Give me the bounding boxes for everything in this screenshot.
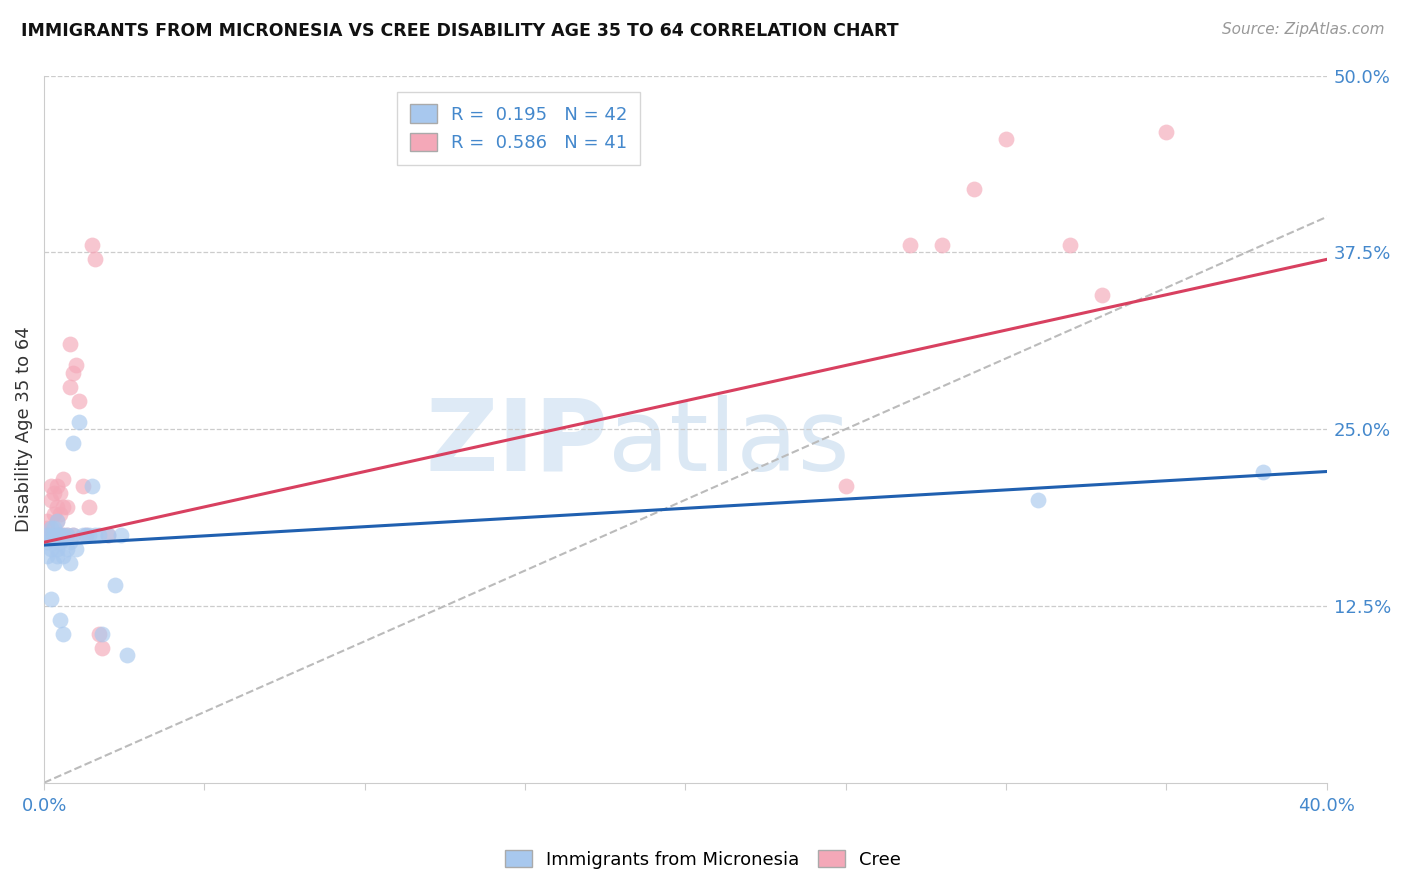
Point [52, 500, 75, 514]
Point [39, 542, 62, 557]
Point [52, 549, 75, 564]
Point [65, 359, 87, 373]
Point [75, 528, 97, 542]
Point [1156, 125, 1178, 139]
Point [37, 535, 59, 549]
Point [67, 415, 90, 429]
Text: atlas: atlas [609, 395, 851, 491]
Text: Source: ZipAtlas.com: Source: ZipAtlas.com [1222, 22, 1385, 37]
Point [49, 528, 72, 542]
Text: IMMIGRANTS FROM MICRONESIA VS CREE DISABILITY AGE 35 TO 64 CORRELATION CHART: IMMIGRANTS FROM MICRONESIA VS CREE DISAB… [21, 22, 898, 40]
Point [62, 528, 84, 542]
Point [37, 528, 59, 542]
Point [39, 521, 62, 535]
Point [49, 535, 72, 549]
Point [90, 641, 112, 656]
Point [39, 492, 62, 507]
Point [49, 507, 72, 521]
Point [62, 528, 84, 542]
Point [931, 238, 953, 252]
Point [87, 528, 110, 542]
Point [65, 542, 87, 557]
Point [42, 557, 65, 571]
Point [75, 528, 97, 542]
Point [45, 542, 67, 557]
Point [42, 521, 65, 535]
Point [84, 528, 107, 542]
Point [39, 478, 62, 492]
Point [898, 238, 921, 252]
Point [45, 514, 67, 528]
Point [52, 528, 75, 542]
Point [995, 132, 1018, 146]
Point [110, 528, 132, 542]
Point [42, 507, 65, 521]
Point [37, 521, 59, 535]
Point [72, 528, 94, 542]
Point [963, 182, 986, 196]
Point [45, 478, 67, 492]
Point [117, 648, 139, 663]
Point [45, 500, 67, 514]
Point [55, 528, 77, 542]
Point [1026, 492, 1049, 507]
Point [52, 472, 75, 486]
Point [37, 549, 59, 564]
Point [62, 366, 84, 380]
Point [84, 252, 107, 267]
Point [1059, 238, 1081, 252]
Point [1251, 465, 1274, 479]
Point [97, 528, 120, 542]
Point [77, 528, 100, 542]
Point [37, 514, 59, 528]
Point [42, 485, 65, 500]
Point [39, 591, 62, 606]
Point [39, 528, 62, 542]
Point [49, 528, 72, 542]
Point [49, 485, 72, 500]
Point [77, 500, 100, 514]
Legend: R =  0.195   N = 42, R =  0.586   N = 41: R = 0.195 N = 42, R = 0.586 N = 41 [396, 92, 640, 165]
Point [62, 436, 84, 450]
Y-axis label: Disability Age 35 to 64: Disability Age 35 to 64 [15, 326, 32, 532]
Point [59, 379, 82, 393]
Point [45, 549, 67, 564]
Point [37, 528, 59, 542]
Point [82, 478, 104, 492]
Point [87, 627, 110, 641]
Legend: Immigrants from Micronesia, Cree: Immigrants from Micronesia, Cree [498, 843, 908, 876]
Point [49, 613, 72, 627]
Point [59, 337, 82, 351]
Point [835, 478, 858, 492]
Text: ZIP: ZIP [426, 395, 609, 491]
Point [52, 528, 75, 542]
Point [52, 627, 75, 641]
Point [59, 535, 82, 549]
Point [45, 514, 67, 528]
Point [97, 528, 120, 542]
Point [55, 528, 77, 542]
Point [42, 535, 65, 549]
Point [67, 393, 90, 408]
Point [42, 528, 65, 542]
Point [55, 500, 77, 514]
Point [82, 238, 104, 252]
Point [55, 542, 77, 557]
Point [1091, 287, 1114, 301]
Point [90, 627, 112, 641]
Point [42, 528, 65, 542]
Point [59, 557, 82, 571]
Point [72, 478, 94, 492]
Point [104, 577, 127, 591]
Point [45, 528, 67, 542]
